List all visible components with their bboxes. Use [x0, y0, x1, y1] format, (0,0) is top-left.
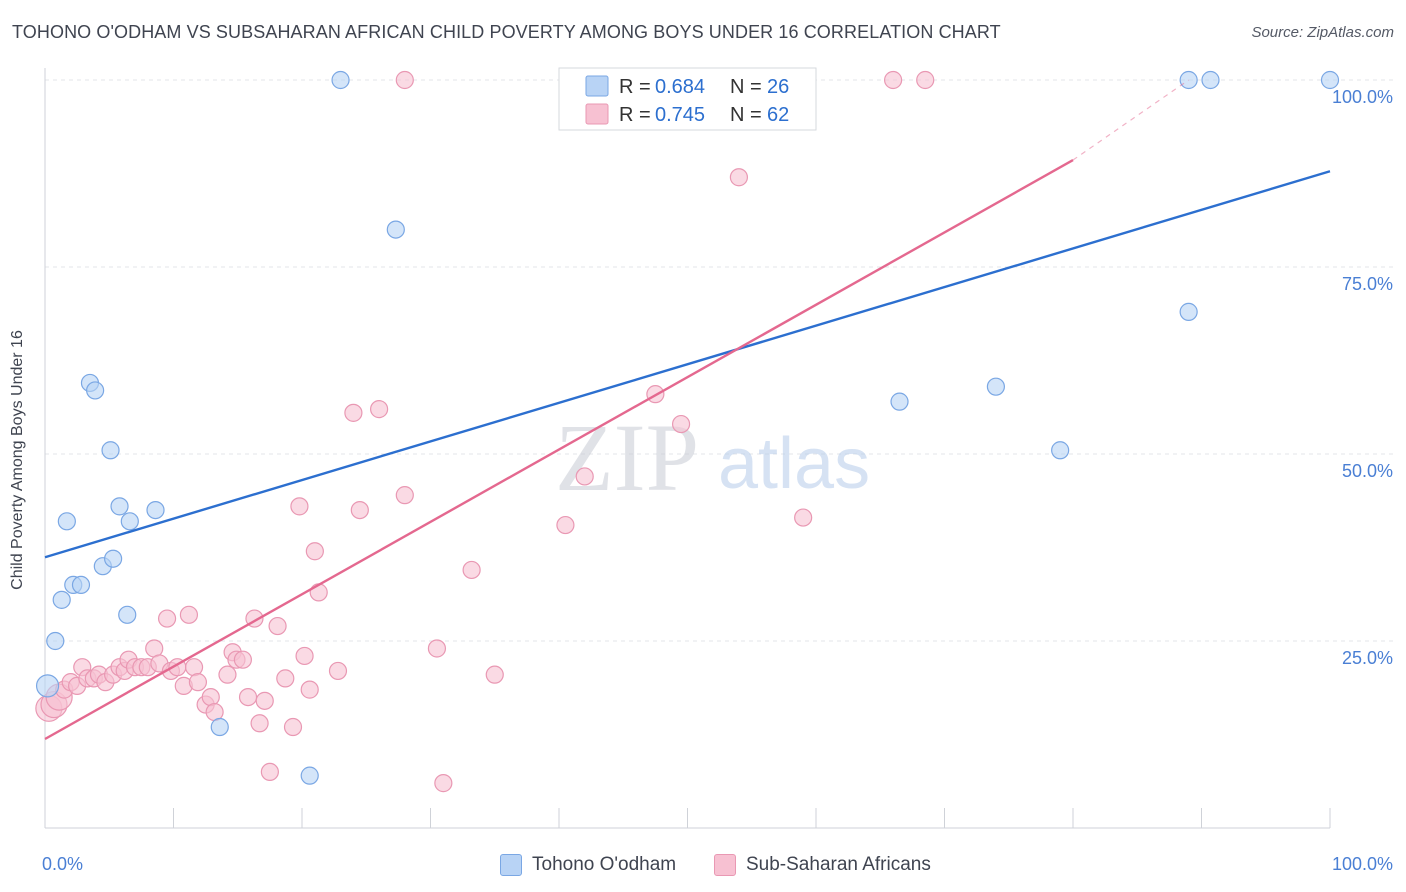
- legend-swatch-blue: [585, 75, 609, 97]
- subsaharan-point-61: [729, 168, 749, 187]
- subsaharan-point-53: [427, 639, 447, 658]
- bottom-legend-swatch-pink: [714, 854, 736, 876]
- subsaharan-point-42: [290, 497, 309, 516]
- subsaharan-point-41: [283, 717, 303, 737]
- bottom-legend-label-tohono: Tohono O'odham: [532, 854, 677, 875]
- chart-title: TOHONO O'ODHAM VS SUBSAHARAN AFRICAN CHI…: [12, 22, 1001, 42]
- bottom-legend-swatch-blue: [500, 854, 522, 876]
- subsaharan-point-48: [344, 403, 363, 422]
- tohono-point-18: [386, 220, 405, 239]
- subsaharan-point-43: [295, 646, 314, 666]
- legend-n-label-1: N =: [730, 76, 762, 98]
- y-tick-label-3: 25.0%: [1342, 648, 1393, 668]
- legend-r-label-1: R =: [619, 76, 651, 98]
- subsaharan-point-58: [575, 467, 594, 486]
- legend-r-value-2: 0.745: [655, 104, 705, 126]
- tohono-point-16: [300, 766, 319, 785]
- tohono-point-1: [46, 631, 65, 651]
- subsaharan-point-37: [255, 691, 274, 710]
- bottom-legend-label-subsaharan: Sub-Saharan Africans: [746, 854, 931, 875]
- series-sub-saharan-points: [35, 70, 935, 793]
- subsaharan-point-52: [395, 70, 414, 90]
- tohono-point-11: [110, 497, 129, 516]
- tohono-point-14: [146, 501, 165, 520]
- subsaharan-point-47: [328, 661, 348, 681]
- subsaharan-point-38: [260, 762, 279, 782]
- tohono-point-9: [101, 441, 120, 460]
- bottom-legend-subsaharan: Sub-Saharan Africans: [714, 852, 931, 878]
- subsaharan-point-25: [184, 658, 204, 677]
- subsaharan-point-55: [462, 560, 481, 580]
- x-tick-label-1: 100.0%: [1332, 854, 1393, 874]
- subsaharan-point-39: [268, 616, 287, 636]
- subsaharan-point-24: [179, 605, 199, 624]
- trend-lines: [44, 79, 1331, 741]
- legend-r-label-2: R =: [619, 104, 651, 126]
- tohono-point-20: [986, 377, 1006, 396]
- tohono-point-21: [1051, 441, 1070, 460]
- tick-labels: 100.0% 75.0% 50.0% 25.0% 0.0% 100.0%: [42, 87, 1393, 874]
- subsaharan-point-20: [157, 609, 177, 628]
- subsaharan-point-44: [300, 680, 319, 699]
- correlation-legend: R = 0.684 N = 26 R = 0.745 N = 62: [558, 67, 817, 131]
- tohono-point-25: [1320, 70, 1340, 90]
- subsaharan-point-34: [238, 687, 258, 707]
- subsaharan-point-56: [485, 665, 504, 684]
- subsaharan-point-64: [916, 70, 935, 90]
- legend-n-value-2: 62: [767, 104, 789, 126]
- tohono-point-13: [120, 512, 139, 531]
- subsaharan-point-63: [883, 70, 903, 90]
- grid-lines: [45, 79, 1395, 642]
- subsaharan-point-60: [671, 414, 691, 434]
- tohono-point-3: [57, 512, 76, 531]
- y-tick-label-1: 75.0%: [1342, 274, 1393, 294]
- subsaharan-point-54: [434, 774, 453, 793]
- subsaharan-point-49: [350, 501, 369, 520]
- subsaharan-point-45: [305, 542, 324, 561]
- tohono-point-17: [331, 70, 350, 90]
- tohono-point-24: [1201, 70, 1220, 90]
- tohono-point-5: [71, 575, 91, 595]
- subsaharan-point-62: [794, 508, 813, 527]
- tohono-point-10: [104, 549, 123, 568]
- tohono-point-12: [118, 605, 137, 624]
- subsaharan-point-30: [218, 665, 237, 684]
- tohono-point-19: [890, 392, 909, 411]
- tohono-point-15: [210, 717, 229, 737]
- y-tick-label-0: 100.0%: [1332, 87, 1393, 107]
- watermark: ZIP atlas: [555, 404, 870, 511]
- tohono-trend-line: [44, 170, 1331, 559]
- legend-swatch-pink: [585, 103, 609, 125]
- tohono-point-0: [35, 674, 60, 698]
- tohono-point-7: [86, 381, 105, 400]
- subsaharan-point-36: [250, 714, 269, 733]
- subsaharan-point-57: [556, 515, 575, 535]
- subsaharan-point-28: [201, 687, 220, 707]
- legend-r-value-1: 0.684: [655, 76, 705, 98]
- tohono-point-2: [52, 590, 71, 609]
- subsaharan-point-51: [395, 486, 414, 505]
- series-tohono-points: [35, 70, 1340, 785]
- legend-n-label-2: N =: [730, 104, 762, 126]
- subsaharan-point-46: [309, 583, 328, 602]
- subsaharan-point-40: [276, 669, 295, 688]
- source-note: Source: ZipAtlas.com: [1251, 24, 1394, 41]
- legend-n-value-1: 26: [767, 76, 789, 98]
- y-tick-label-2: 50.0%: [1342, 461, 1393, 481]
- subsaharan-trend-line: [44, 158, 1074, 741]
- subsaharan-trend-extension: [1072, 79, 1189, 161]
- subsaharan-point-50: [370, 400, 389, 419]
- tohono-point-22: [1179, 302, 1198, 321]
- x-tick-label-0: 0.0%: [42, 854, 83, 874]
- subsaharan-point-26: [188, 673, 208, 692]
- subsaharan-point-33: [233, 650, 252, 669]
- watermark-atlas: atlas: [718, 424, 870, 504]
- bottom-legend-tohono: Tohono O'odham: [500, 852, 676, 878]
